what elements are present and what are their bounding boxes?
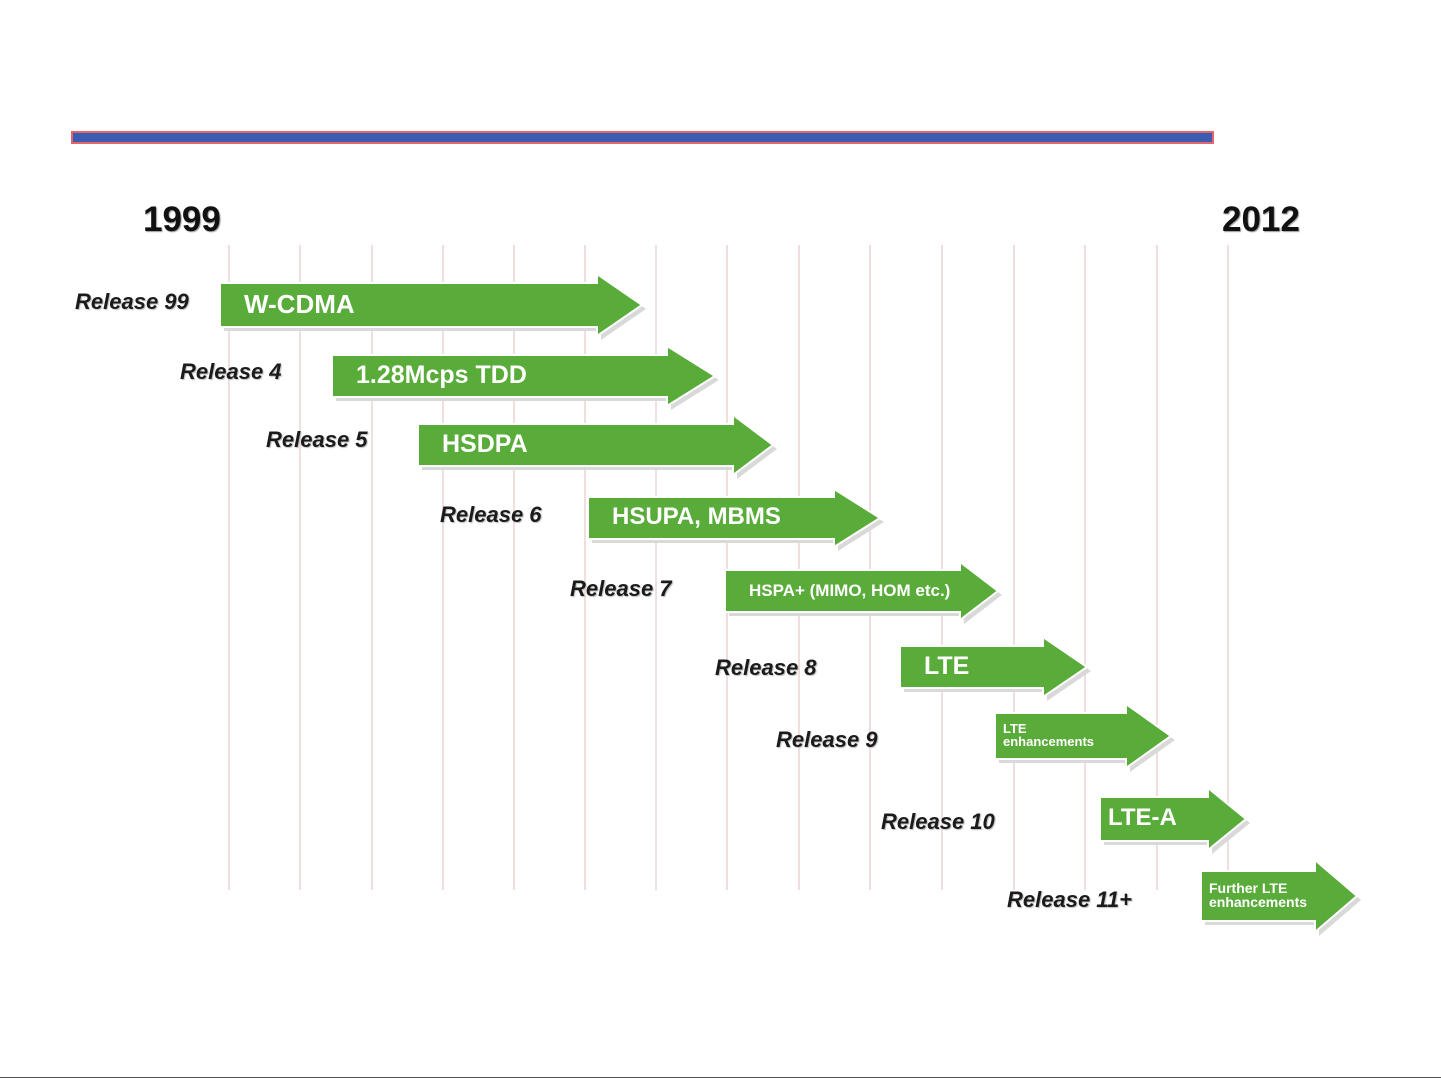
release-label-9: Release 9 — [776, 727, 878, 752]
arrow-tdd: 1.28Mcps TDD — [331, 344, 719, 410]
arrow-label: LTE-A — [1108, 804, 1177, 831]
release-label-11-plus: Release 11+ — [1007, 887, 1132, 912]
bottom-border — [0, 1077, 1441, 1078]
arrow-shape — [219, 272, 644, 338]
release-label-10: Release 10 — [881, 809, 995, 834]
release-label-4: Release 4 — [180, 359, 282, 384]
arrow-shape — [899, 635, 1089, 699]
arrow-label: HSUPA, MBMS — [612, 503, 781, 530]
arrow-lte-enhancements: LTE enhancements — [994, 702, 1175, 772]
arrow-label: Further LTE enhancements — [1209, 880, 1308, 910]
arrow-w-cdma: W-CDMA — [219, 272, 646, 340]
arrow-hsupa: HSUPA, MBMS — [587, 487, 884, 551]
end-year: 2012 — [1222, 200, 1300, 239]
title-divider-bar — [71, 131, 1214, 144]
arrow-label: HSDPA — [442, 429, 528, 458]
arrow-shape — [1099, 785, 1248, 853]
arrow-shape — [331, 344, 717, 408]
arrow-shape — [724, 559, 1000, 623]
arrow-shape — [587, 487, 882, 549]
arrow-label: 1.28Mcps TDD — [356, 360, 527, 389]
arrow-shape — [994, 702, 1173, 770]
arrow-lte-a: LTE-A — [1099, 785, 1250, 854]
start-year: 1999 — [143, 200, 221, 239]
arrow-shape — [417, 413, 775, 477]
arrow-label: W-CDMA — [244, 289, 355, 319]
arrow-further-lte: Further LTE enhancements — [1200, 857, 1361, 936]
release-label-8: Release 8 — [715, 655, 817, 680]
release-label-6: Release 6 — [440, 502, 542, 527]
arrow-label: LTE — [924, 651, 970, 680]
release-label-5: Release 5 — [266, 427, 368, 452]
arrow-hspa-plus: HSPA+ (MIMO, HOM etc.) — [724, 559, 1002, 624]
arrow-label: LTE enhancements — [1003, 721, 1095, 749]
arrow-lte: LTE — [899, 635, 1091, 701]
arrow-shape — [1200, 857, 1359, 935]
arrow-label: HSPA+ (MIMO, HOM etc.) — [749, 580, 951, 600]
release-label-99: Release 99 — [75, 289, 189, 314]
arrow-hsdpa: HSDPA — [417, 413, 777, 479]
release-label-7: Release 7 — [570, 576, 672, 601]
